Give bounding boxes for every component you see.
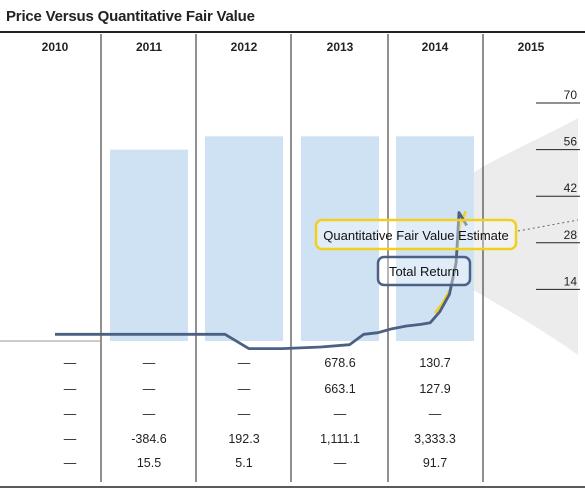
year-label-2012: 2012 [231,40,258,54]
year-label-2015: 2015 [518,40,545,54]
y-tick-label-70: 70 [564,88,578,102]
year-label-2014: 2014 [422,40,449,54]
price-range-bar-2014 [396,136,474,341]
price-range-bar-2013 [301,136,379,341]
table-cell-r3-2011: — [143,407,156,421]
table-cell-r5-2010: — [64,456,77,470]
table-cell-r5-2012: 5.1 [235,456,252,470]
table-cell-r3-2014: — [429,407,442,421]
table-cell-r3-2012: — [238,407,251,421]
chart-title: Price Versus Quantitative Fair Value [6,8,255,25]
table-cell-r2-2011: — [143,382,156,396]
table-cell-r4-2010: — [64,432,77,446]
fair-value-leader [517,219,579,232]
year-label-2011: 2011 [136,40,162,54]
y-tick-label-28: 28 [564,228,578,242]
price-range-bar-2012 [205,136,283,341]
table-cell-r4-2012: 192.3 [228,432,259,446]
table-cell-r2-2012: — [238,382,251,396]
table-cell-r1-2010: — [64,356,77,370]
title-rule [0,31,585,33]
table-cell-r5-2011: 15.5 [137,456,161,470]
table-cell-r1-2011: — [143,356,156,370]
table-cell-r2-2013: 663.1 [324,382,355,396]
table-cell-r2-2010: — [64,382,77,396]
fair-value-callout-label: Quantitative Fair Value Estimate [323,228,508,243]
table-cell-r1-2013: 678.6 [324,356,355,370]
year-label-2010: 2010 [42,40,69,54]
table-cell-r3-2010: — [64,407,77,421]
table-cell-r4-2014: 3,333.3 [414,432,456,446]
forecast-cone [410,118,578,355]
table-cell-r1-2014: 130.7 [419,356,450,370]
y-tick-label-14: 14 [564,274,578,288]
y-tick-label-56: 56 [564,135,578,149]
table-cell-r2-2014: 127.9 [419,382,450,396]
table-cell-r1-2012: — [238,356,251,370]
y-tick-label-42: 42 [564,181,578,195]
table-cell-r5-2013: — [334,456,347,470]
year-label-2013: 2013 [327,40,354,54]
fair-value-callout-box [314,218,518,251]
total-return-callout-label: Total Return [389,264,459,279]
table-cell-r3-2013: — [334,407,347,421]
total-return-callout-box [376,255,472,287]
total-return-line [55,211,468,350]
table-cell-r4-2011: -384.6 [131,432,166,446]
price-range-bar-2011 [110,149,188,341]
table-cell-r5-2014: 91.7 [423,456,447,470]
table-cell-r4-2013: 1,111.1 [320,432,360,446]
